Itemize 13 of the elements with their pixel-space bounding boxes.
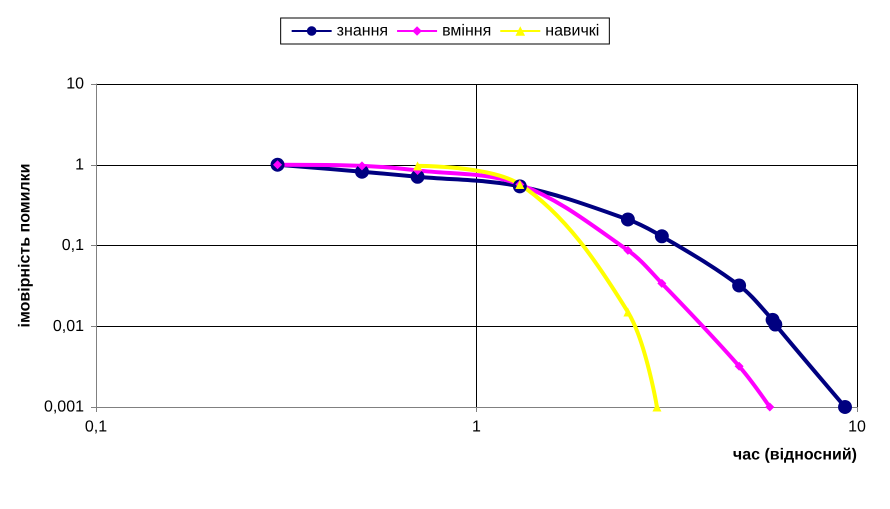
y-tick-label: 0,001 [44,398,84,416]
y-tick-label: 10 [66,76,84,92]
y-tick-label: 1 [75,156,84,174]
y-tick-label: 0,1 [62,237,84,254]
x-tick-label: 10 [848,418,866,436]
y-tick-label: 0,01 [52,318,84,335]
legend-label: знання [336,22,388,40]
x-tick-label: 0,1 [84,418,108,436]
legend-label: вміння [442,22,492,40]
x-tick-label: 1 [472,418,482,436]
x-axis-title: час (відносний) [732,446,857,464]
legend-label: навичкі [545,22,600,40]
y-axis-title: імовірність помилки [16,164,34,328]
